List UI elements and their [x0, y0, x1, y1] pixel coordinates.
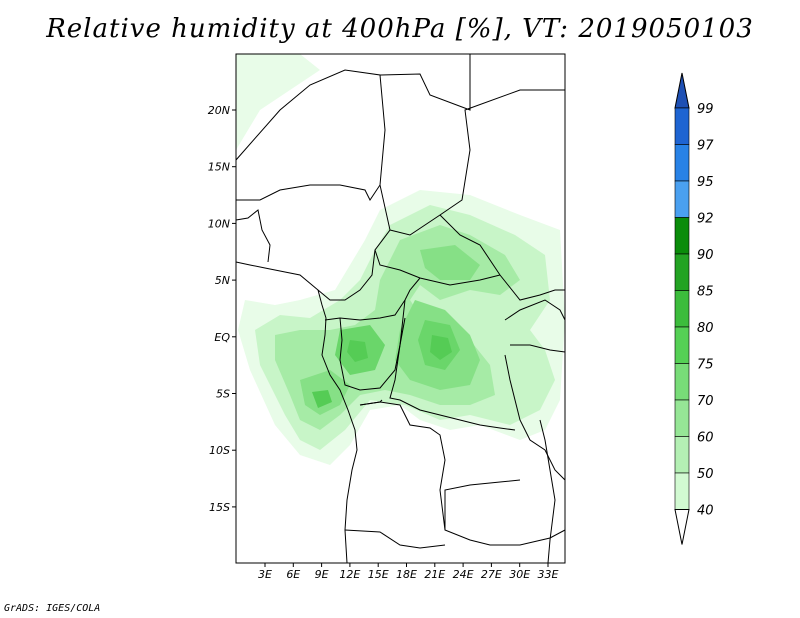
lat-label: 15S — [209, 501, 230, 514]
map-title: Relative humidity at 400hPa [%], VT: 201… — [46, 14, 754, 44]
border-line — [444, 479, 521, 530]
lon-label: 24E — [453, 568, 474, 581]
lon-label: 3E — [258, 568, 272, 581]
lon-label: 21E — [424, 568, 445, 581]
border-line — [379, 54, 471, 111]
lat-label: 5S — [216, 388, 230, 401]
colorbar-segment — [674, 290, 690, 328]
border-line — [324, 277, 421, 321]
lat-label: 10N — [208, 217, 230, 230]
border-line — [389, 299, 516, 431]
lon-label: 9E — [315, 568, 329, 581]
border-line — [389, 89, 565, 236]
lat-label: 20N — [208, 104, 230, 117]
map-frame — [235, 53, 566, 564]
colorbar-label: 80 — [697, 321, 714, 336]
colorbar-bottom-arrow — [674, 509, 690, 545]
lon-label: 30E — [509, 568, 530, 581]
colorbar-label: 92 — [697, 212, 714, 227]
border-line — [235, 209, 271, 263]
colorbar: 99 97 95 92 90 85 80 75 70 60 50 40 — [674, 72, 714, 545]
colorbar-label: 99 — [697, 102, 714, 117]
colorbar-label: 95 — [697, 175, 714, 190]
colorbar-label: 85 — [697, 285, 714, 300]
latitude-axis: 20N 15N 10N 5N EQ 5S 10S 15S — [208, 104, 236, 514]
grads-credit: GrADS: IGES/COLA — [4, 603, 101, 614]
border-line — [504, 299, 566, 321]
border-line — [359, 399, 383, 406]
border-line — [235, 69, 386, 201]
colorbar-label: 40 — [697, 504, 714, 519]
border-line — [439, 214, 565, 301]
lon-label: 12E — [339, 568, 360, 581]
border-line — [317, 184, 391, 301]
border-line — [539, 419, 556, 564]
border-line — [504, 354, 566, 481]
lat-label: 5N — [215, 274, 230, 287]
lat-label: 10S — [209, 444, 230, 457]
colorbar-segment — [674, 180, 690, 218]
colorbar-label: 75 — [697, 358, 714, 373]
colorbar-label: 60 — [697, 431, 714, 446]
border-line — [359, 401, 566, 546]
lon-label: 6E — [286, 568, 300, 581]
lon-label: 15E — [368, 568, 389, 581]
colorbar-label: 70 — [697, 394, 714, 409]
colorbar-segment — [674, 436, 690, 474]
colorbar-top-arrow — [674, 72, 690, 109]
lon-label: 27E — [481, 568, 502, 581]
longitude-axis: 3E 6E 9E 12E 15E 18E 21E 24E 27E 30E 33E — [258, 563, 559, 581]
colorbar-segment — [674, 217, 690, 255]
lon-label: 33E — [538, 568, 559, 581]
colorbar-segment — [674, 363, 690, 401]
border-line — [344, 529, 446, 549]
rh-80-area — [312, 390, 332, 408]
colorbar-label: 97 — [697, 139, 714, 154]
colorbar-label: 50 — [697, 467, 714, 482]
colorbar-segment — [674, 399, 690, 437]
colorbar-segment — [674, 326, 690, 364]
coastline — [235, 261, 358, 564]
colorbar-segment — [674, 144, 690, 182]
colorbar-segment — [674, 253, 690, 291]
lat-label: EQ — [214, 331, 230, 344]
colorbar-segment — [674, 472, 690, 510]
lon-label: 18E — [396, 568, 417, 581]
country-borders — [235, 54, 566, 564]
rh-80-area — [347, 340, 368, 362]
lat-label: 15N — [208, 161, 230, 174]
border-line — [510, 344, 566, 353]
rh-80-area — [430, 335, 452, 360]
rh-70-area — [420, 245, 480, 280]
colorbar-label: 90 — [697, 248, 714, 263]
rh-40-area — [236, 54, 320, 150]
colorbar-segment — [674, 107, 690, 145]
